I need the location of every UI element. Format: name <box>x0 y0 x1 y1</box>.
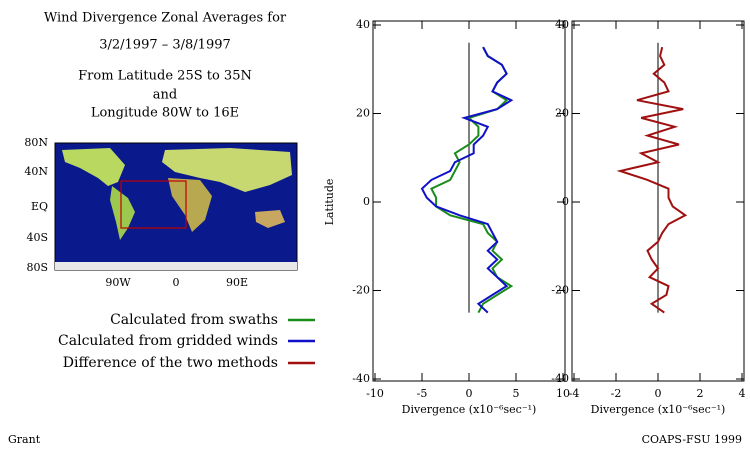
region-line: Longitude 80W to 16E <box>91 106 239 121</box>
x-axis-label: Divergence (x10⁻⁶sec⁻¹) <box>402 403 537 416</box>
legend-label: Calculated from gridded winds <box>58 333 278 349</box>
y-axis-label: Latitude <box>323 179 336 226</box>
y-tick-label: 40 <box>356 18 370 31</box>
region-line: From Latitude 25S to 35N <box>78 69 252 84</box>
map-lon-label: 0 <box>173 276 180 289</box>
map-lat-label: 80N <box>24 136 48 149</box>
map-lat-label: 40N <box>24 165 48 178</box>
y-tick-label: 20 <box>356 107 370 120</box>
title: Wind Divergence Zonal Averages for <box>44 11 287 26</box>
y-tick-label: 0 <box>363 195 370 208</box>
y-tick-label: 0 <box>562 195 569 208</box>
x-tick-label: -4 <box>569 387 580 400</box>
y-tick-label: 40 <box>555 18 569 31</box>
map <box>54 142 298 271</box>
x-tick-label: 5 <box>513 387 520 400</box>
series-line <box>616 46 688 314</box>
y-tick-label: 20 <box>555 107 569 120</box>
footer-right: COAPS-FSU 1999 <box>642 433 742 446</box>
x-tick-label: 4 <box>739 387 746 400</box>
map-lat-label: 40S <box>26 231 48 244</box>
y-tick-label: -20 <box>551 284 569 297</box>
y-tick-label: -20 <box>352 284 370 297</box>
x-tick-label: -10 <box>366 387 384 400</box>
x-tick-label: 10 <box>556 387 570 400</box>
map-lat-label: 80S <box>26 261 48 274</box>
footer-left: Grant <box>8 433 41 446</box>
series-line <box>420 46 514 314</box>
y-tick-label: -40 <box>551 372 569 385</box>
x-tick-label: -5 <box>417 387 428 400</box>
map-lon-label: 90E <box>226 276 248 289</box>
y-tick-label: -40 <box>352 372 370 385</box>
map-lon-label: 90W <box>105 276 131 289</box>
x-tick-label: 0 <box>466 387 473 400</box>
dates: 3/2/1997 – 3/8/1997 <box>99 38 231 53</box>
legend-label: Calculated from swaths <box>110 312 278 328</box>
x-tick-label: 2 <box>697 387 704 400</box>
series-line <box>430 46 514 314</box>
region-line: and <box>153 88 177 103</box>
x-axis-label: Divergence (x10⁻⁶sec⁻¹) <box>591 403 726 416</box>
x-tick-label: -2 <box>611 387 622 400</box>
x-tick-label: 0 <box>655 387 662 400</box>
legend-label: Difference of the two methods <box>63 355 278 371</box>
map-lat-label: EQ <box>31 200 48 213</box>
